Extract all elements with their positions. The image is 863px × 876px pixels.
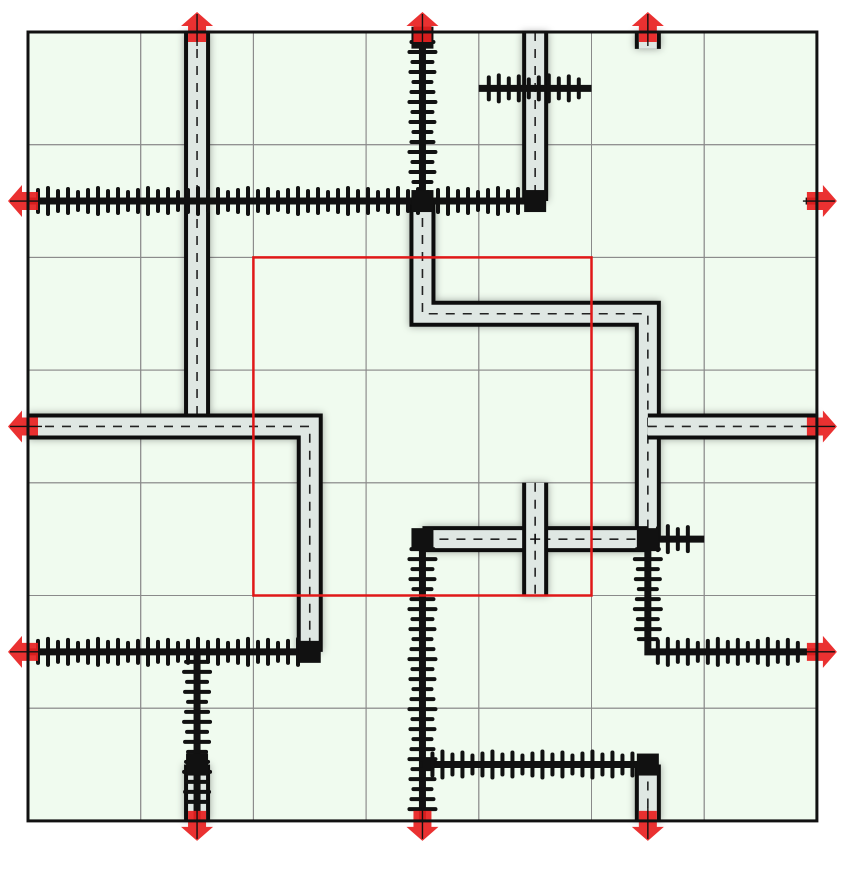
grid-cell[interactable] <box>252 256 367 371</box>
exit-arrow-left[interactable] <box>8 635 42 668</box>
grid-cell[interactable] <box>703 256 818 371</box>
station-block[interactable] <box>636 528 659 551</box>
station-block[interactable] <box>411 190 434 213</box>
grid-cell[interactable] <box>478 595 592 709</box>
station-block[interactable] <box>411 528 434 551</box>
grid-cell[interactable] <box>252 31 367 146</box>
exit-arrow-top[interactable] <box>406 12 439 46</box>
station-block[interactable] <box>298 640 321 663</box>
exit-arrow-right[interactable] <box>802 635 837 668</box>
exit-arrow-top[interactable] <box>631 12 664 46</box>
board-border <box>26 30 819 823</box>
rail-track <box>407 539 438 821</box>
station-block[interactable] <box>186 753 209 776</box>
exit-arrow-left[interactable] <box>8 185 42 218</box>
grid-cell[interactable] <box>27 31 142 146</box>
grid-cell[interactable] <box>252 707 367 822</box>
grid-cell[interactable] <box>703 144 818 258</box>
rail-line <box>644 539 817 656</box>
exit-arrow-bottom[interactable] <box>631 806 664 841</box>
exit-arrow-top[interactable] <box>181 12 214 46</box>
exit-arrow-right[interactable] <box>802 410 837 443</box>
rail-track <box>478 73 592 104</box>
grid-cell[interactable] <box>27 482 142 596</box>
exit-arrow-bottom[interactable] <box>181 806 214 841</box>
road <box>28 413 323 652</box>
rail-track <box>28 186 536 217</box>
crossing-mark <box>530 534 541 545</box>
rail-track <box>28 636 310 667</box>
exit-arrow-right[interactable] <box>802 185 837 218</box>
grid-cell[interactable] <box>27 707 142 822</box>
road-center-line <box>28 425 311 652</box>
rail-track <box>632 539 817 667</box>
highlight-region <box>252 256 593 597</box>
grid-cell[interactable] <box>27 256 142 371</box>
grid-cell[interactable] <box>591 144 705 258</box>
grid-cell[interactable] <box>703 482 818 596</box>
exit-arrow-left[interactable] <box>8 410 42 443</box>
grid-cell[interactable] <box>703 707 818 822</box>
station-block[interactable] <box>636 753 659 776</box>
station-block[interactable] <box>524 190 547 213</box>
rail-track <box>422 749 648 780</box>
grid-cell[interactable] <box>478 369 592 484</box>
grid-cell[interactable] <box>365 369 480 484</box>
exit-arrow-bottom[interactable] <box>406 806 439 841</box>
grid-cell[interactable] <box>703 31 818 146</box>
grid-cell[interactable] <box>140 482 254 596</box>
